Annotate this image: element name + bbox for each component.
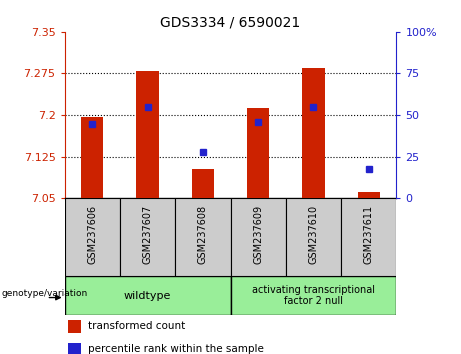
Text: percentile rank within the sample: percentile rank within the sample <box>88 344 264 354</box>
Bar <box>65 276 230 315</box>
Bar <box>302 68 325 198</box>
Text: GSM237611: GSM237611 <box>364 205 374 264</box>
Text: GSM237609: GSM237609 <box>253 205 263 264</box>
Text: genotype/variation: genotype/variation <box>1 289 88 298</box>
Bar <box>247 108 269 198</box>
Bar <box>68 343 81 354</box>
Text: activating transcriptional
factor 2 null: activating transcriptional factor 2 null <box>252 285 375 307</box>
Bar <box>192 169 214 198</box>
Bar <box>175 198 230 276</box>
Title: GDS3334 / 6590021: GDS3334 / 6590021 <box>160 15 301 29</box>
Bar <box>81 117 103 198</box>
Text: GSM237610: GSM237610 <box>308 205 319 264</box>
Text: GSM237607: GSM237607 <box>142 205 153 264</box>
Bar <box>120 198 175 276</box>
Bar <box>65 198 120 276</box>
Text: wildtype: wildtype <box>124 291 171 301</box>
Bar <box>358 192 380 198</box>
Bar <box>286 198 341 276</box>
Text: transformed count: transformed count <box>88 321 185 331</box>
Bar <box>68 320 81 332</box>
Bar <box>136 71 159 198</box>
Bar <box>341 198 396 276</box>
Bar <box>230 276 396 315</box>
Text: GSM237606: GSM237606 <box>87 205 97 264</box>
Text: GSM237608: GSM237608 <box>198 205 208 264</box>
Bar <box>230 198 286 276</box>
